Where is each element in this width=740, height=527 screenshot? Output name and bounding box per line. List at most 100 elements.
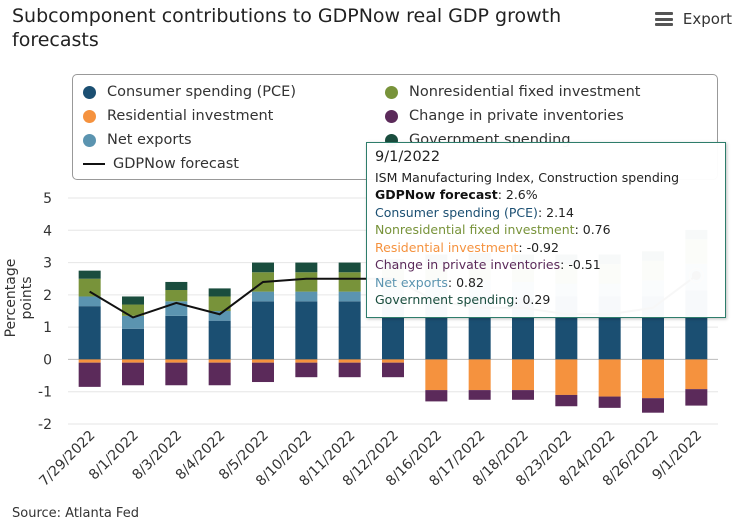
bar-residential <box>468 359 491 391</box>
bar-inventories <box>78 362 101 387</box>
bar-nonres <box>165 290 188 302</box>
bar-nonres <box>338 272 361 292</box>
legend-item-nonres[interactable]: Nonresidential fixed investment <box>385 84 641 100</box>
legend-residential-label: Residential investment <box>107 108 274 124</box>
tooltip-line-label: Residential investment <box>375 239 519 255</box>
bar-pce <box>338 301 361 360</box>
tooltip-line: Consumer spending (PCE): 2.14 <box>375 204 574 220</box>
export-label: Export <box>682 10 732 28</box>
tooltip-line-value: 2.14 <box>546 204 574 220</box>
y-axis-title: Percentage points <box>3 258 35 338</box>
bar-inventories <box>165 362 188 386</box>
legend-pce-marker <box>83 85 96 99</box>
bar-government <box>208 288 231 297</box>
tooltip-line: GDPNow forecast: 2.6% <box>375 187 538 202</box>
bar-residential <box>425 359 448 391</box>
y-tick-label: -2 <box>38 417 52 433</box>
bar-inventories <box>598 396 621 408</box>
y-tick-label: 3 <box>43 256 52 272</box>
bar-nonres <box>295 272 318 292</box>
tooltip-line-label: Nonresidential fixed investment <box>375 222 575 237</box>
bar-inventories <box>338 362 361 378</box>
bar-nonres <box>78 278 101 297</box>
tooltip-line: Change in private inventories: -0.51 <box>375 257 601 272</box>
bar-nonres <box>208 296 231 311</box>
legend-nonres-label: Nonresidential fixed investment <box>409 84 641 100</box>
legend-inventories-marker <box>385 109 398 123</box>
tooltip-line-label: Consumer spending (PCE) <box>375 204 538 220</box>
tooltip-line: Government spending: 0.29 <box>375 292 551 307</box>
legend-nonres-marker <box>385 85 398 99</box>
bar-inventories <box>425 390 448 402</box>
bar-inventories <box>208 362 231 386</box>
bar-residential <box>78 359 101 363</box>
legend-forecast-marker <box>83 163 105 165</box>
export-button[interactable]: Export <box>654 10 732 28</box>
bar-inventories <box>512 390 534 400</box>
source-note: Source: Atlanta Fed <box>12 506 139 521</box>
y-tick-label: 2 <box>43 288 52 304</box>
y-tick-label: 0 <box>43 352 52 368</box>
bar-nonres <box>122 304 144 316</box>
tooltip-line-value: 0.82 <box>456 274 484 290</box>
bar-pce <box>295 301 318 360</box>
bar-inventories <box>685 389 708 406</box>
bar-residential <box>295 359 318 363</box>
bar-residential <box>685 359 708 390</box>
legend-net-exports-marker <box>83 133 96 147</box>
x-tick-label: 7/29/2022 <box>36 428 98 490</box>
y-tick-label: 4 <box>43 223 52 239</box>
tooltip-line: Residential investment: -0.92 <box>375 239 559 255</box>
bar-residential <box>512 359 534 391</box>
bar-inventories <box>295 362 318 378</box>
legend-inventories-label: Change in private inventories <box>409 108 624 124</box>
bar-net_exports <box>208 311 231 321</box>
bar-net_exports <box>78 296 101 307</box>
chart-title: Subcomponent contributions to GDPNow rea… <box>12 5 562 51</box>
bar-pce <box>208 320 231 360</box>
tooltip-line-value: 0.29 <box>522 292 551 307</box>
bar-net_exports <box>338 291 361 302</box>
legend-forecast-label: GDPNow forecast <box>113 156 239 172</box>
legend-net-exports-label: Net exports <box>107 132 192 148</box>
legend-item-inventories[interactable]: Change in private inventories <box>385 108 624 124</box>
legend-item-net-exports[interactable]: Net exports <box>83 132 192 148</box>
bar-inventories <box>252 362 274 383</box>
bar-inventories <box>382 362 404 378</box>
bar-pce <box>165 315 188 360</box>
y-tick-label: 5 <box>43 191 52 207</box>
bar-government <box>252 262 274 273</box>
bar-residential <box>338 359 361 363</box>
legend-item-forecast[interactable]: GDPNow forecast <box>83 156 239 172</box>
bar-net_exports <box>252 291 274 302</box>
tooltip-line: Nonresidential fixed investment: 0.76 <box>375 222 611 237</box>
chart-tooltip: 9/1/2022 ISM Manufacturing Index, Constr… <box>366 142 726 318</box>
tooltip-line-label: Change in private inventories <box>375 257 561 272</box>
tooltip-date: 9/1/2022 <box>375 149 441 165</box>
tooltip-line-value: -0.92 <box>526 239 559 255</box>
bar-government <box>338 262 361 273</box>
bar-government <box>78 270 101 279</box>
legend-residential-marker <box>83 109 96 123</box>
legend-item-pce[interactable]: Consumer spending (PCE) <box>83 84 296 100</box>
tooltip-values: GDPNow forecast: 2.6% Consumer spending (… <box>375 186 717 309</box>
bar-inventories <box>555 394 578 407</box>
bar-net_exports <box>122 315 144 329</box>
y-tick-label: -1 <box>38 385 52 401</box>
legend-item-residential[interactable]: Residential investment <box>83 108 273 124</box>
bar-government <box>295 262 318 273</box>
tooltip-line-label: GDPNow forecast <box>375 187 498 202</box>
bar-pce <box>122 328 144 360</box>
bar-residential <box>555 359 578 395</box>
bar-government <box>165 281 188 291</box>
bar-net_exports <box>295 291 318 302</box>
tooltip-line-value: -0.51 <box>568 257 601 272</box>
bar-inventories <box>642 398 664 413</box>
y-tick-label: 1 <box>43 320 52 336</box>
tooltip-line-value: 0.76 <box>582 222 611 237</box>
bar-pce <box>78 306 101 360</box>
bar-residential <box>642 359 664 399</box>
bar-residential <box>165 359 188 363</box>
bar-residential <box>122 359 144 363</box>
tooltip-line-label: Government spending <box>375 292 515 307</box>
